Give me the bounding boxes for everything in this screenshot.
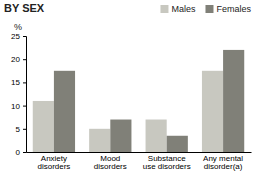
y-tick-label: 0 (16, 148, 21, 157)
x-tick-label-line: disorders (94, 162, 127, 171)
y-tick-mark (23, 106, 26, 107)
y-tick-mark (23, 82, 26, 83)
x-axis: AnxietydisordersMooddisordersSubstanceus… (27, 153, 252, 172)
y-axis-label: % (14, 22, 22, 32)
x-tick: Mooddisorders (94, 154, 127, 172)
x-tick-label-line: Anxiety (41, 154, 67, 163)
legend: Males Females (160, 4, 251, 14)
x-tick: Anxietydisorders (37, 154, 70, 172)
y-tick-label: 10 (11, 102, 20, 111)
bar (33, 101, 54, 152)
x-tick: Any mentaldisorder(a) (203, 154, 243, 172)
y-tick-mark (23, 152, 26, 153)
y-tick-mark (23, 36, 26, 37)
y-axis: 0 5 10 15 20 25 (11, 32, 26, 157)
bars (33, 50, 244, 152)
y-tick-mark (23, 129, 26, 130)
bar (110, 120, 131, 152)
y-tick-mark (23, 59, 26, 60)
x-tick-label: Substanceuse disorders (143, 154, 191, 172)
chart-container: BY SEX0510152025AnxietydisordersMooddiso… (0, 0, 257, 178)
y-tick: 0 (16, 148, 26, 157)
y-tick-label: 5 (16, 125, 21, 134)
legend-swatch (160, 5, 168, 13)
x-tick: Substanceuse disorders (143, 154, 191, 172)
legend-label: Females (216, 4, 251, 14)
x-tick-label-line: Mood (100, 154, 120, 163)
bar (146, 120, 167, 152)
plot: 0510152025AnxietydisordersMooddisordersS… (11, 32, 251, 171)
title: BY SEX (4, 2, 45, 14)
legend-item: Males (160, 4, 196, 14)
legend-swatch (205, 5, 213, 13)
x-tick-label: Mooddisorders (94, 154, 127, 172)
x-tick-label-line: Substance (148, 154, 186, 163)
chart-svg: BY SEX0510152025AnxietydisordersMooddiso… (0, 0, 257, 178)
x-tick-label-line: Any mental (203, 154, 243, 163)
bar (202, 71, 223, 152)
y-tick: 20 (11, 55, 26, 64)
bar-series (54, 50, 244, 152)
bar (54, 71, 75, 152)
bar-series (33, 71, 223, 152)
x-tick-label-line: use disorders (143, 162, 191, 171)
x-tick-label-line: disorders (37, 162, 70, 171)
x-tick-label: Anxietydisorders (37, 154, 70, 172)
y-tick: 10 (11, 102, 26, 111)
bar (89, 129, 110, 152)
y-tick-label: 25 (11, 32, 20, 41)
x-tick-label-line: disorder(a) (204, 162, 243, 171)
y-tick: 15 (11, 78, 26, 87)
x-tick-label: Any mentaldisorder(a) (203, 154, 243, 172)
bar (167, 136, 188, 152)
y-tick-label: 15 (11, 78, 20, 87)
y-tick: 25 (11, 32, 26, 41)
legend-item: Females (205, 4, 251, 14)
legend-label: Males (171, 4, 196, 14)
bar (223, 50, 244, 152)
y-axis-line (23, 37, 27, 153)
y-tick-label: 20 (11, 55, 20, 64)
y-tick: 5 (16, 125, 26, 134)
